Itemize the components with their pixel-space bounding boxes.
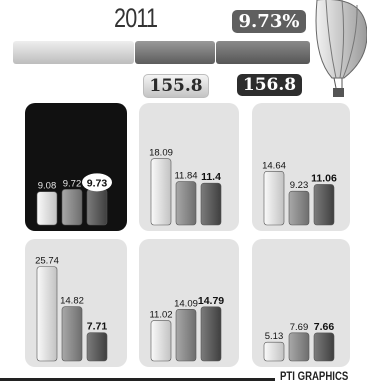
bottom-divider — [0, 378, 275, 381]
bar-value-label: 9.73 — [87, 177, 108, 189]
bar — [61, 189, 83, 226]
chart-panel-4: 25.74 14.82 7.71 — [25, 239, 127, 367]
bar — [288, 332, 310, 362]
chart-panel-2: 18.09 11.84 11.4 — [139, 103, 239, 231]
header-bar-2 — [135, 41, 215, 64]
bar-value-label: 14.64 — [262, 160, 286, 171]
percent-badge: 9.73% — [232, 10, 306, 33]
year-label: 2011 — [114, 3, 158, 33]
bar-value-label: 7.66 — [314, 321, 335, 333]
chart-panel-3: 14.64 9.23 11.06 — [252, 103, 350, 231]
chart-panel-6: 5.13 7.69 7.66 — [252, 239, 350, 367]
bar — [36, 266, 58, 362]
bar-value-label: 5.13 — [265, 331, 284, 342]
bar — [200, 182, 222, 226]
bar-value-label: 11.4 — [201, 171, 221, 183]
bar-value-label: 11.02 — [149, 310, 172, 321]
bar — [61, 306, 83, 362]
chart-panel-5: 11.02 14.09 14.79 — [139, 239, 239, 367]
header-bar-3 — [216, 41, 310, 64]
bar-value-label: 11.06 — [311, 172, 337, 184]
chart-6-svg: 5.13 7.69 7.66 — [263, 321, 335, 362]
bar — [313, 332, 335, 362]
bar-value-label: 11.84 — [174, 171, 197, 182]
value-right-badge: 156.8 — [237, 74, 302, 96]
header-bar-1 — [13, 41, 134, 64]
bar — [200, 306, 222, 362]
bar — [313, 184, 335, 226]
chart-2-svg: 18.09 11.84 11.4 — [149, 148, 222, 226]
bar-value-label: 25.74 — [35, 256, 59, 267]
bar-value-label: 7.69 — [290, 322, 309, 333]
hot-air-balloon-icon — [315, 0, 367, 97]
bar — [175, 309, 197, 362]
chart-panel-1: 9.08 9.72 9.73 — [25, 103, 127, 231]
bar-value-label: 9.23 — [290, 180, 309, 191]
bar — [263, 171, 285, 226]
bar-value-label: 14.82 — [60, 296, 84, 307]
bar — [263, 341, 285, 362]
bar — [36, 191, 58, 226]
bar-value-label: 9.72 — [63, 178, 82, 189]
bar — [150, 320, 172, 362]
value-left-badge: 155.8 — [143, 74, 209, 98]
bar — [150, 158, 172, 226]
bar — [288, 190, 310, 226]
bar-value-label: 9.08 — [38, 181, 57, 192]
chart-1-svg: 9.08 9.72 9.73 — [36, 173, 112, 226]
bar — [86, 189, 108, 226]
bar — [175, 181, 197, 226]
bar-value-label: 18.09 — [149, 148, 173, 159]
bar — [86, 332, 108, 362]
bar-value-label: 14.79 — [198, 295, 224, 307]
credit-label: PTI GRAPHICS — [280, 369, 349, 383]
bar-value-label: 7.71 — [87, 321, 108, 333]
highlight-marker — [82, 173, 112, 192]
bar-value-label: 14.09 — [174, 298, 198, 309]
chart-4-svg: 25.74 14.82 7.71 — [35, 256, 108, 362]
